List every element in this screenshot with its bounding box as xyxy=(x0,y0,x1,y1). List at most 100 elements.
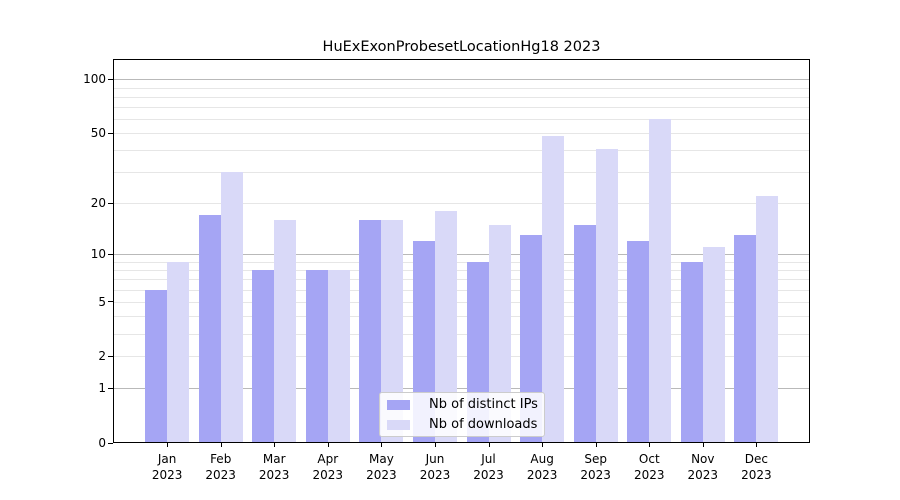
y-tick-label-5: 5 xyxy=(98,294,106,309)
y-tick-label-10: 10 xyxy=(90,247,106,261)
bar-may-downloads xyxy=(381,219,404,443)
bar-sep-distinct-ips xyxy=(573,224,596,443)
x-tick-month: Jul xyxy=(481,452,496,466)
x-tick-month: Sep xyxy=(584,452,607,466)
bar-oct-downloads xyxy=(649,119,672,443)
x-tick-year: 2023 xyxy=(687,468,719,482)
x-tick-month: Feb xyxy=(210,452,232,466)
x-tick-label-apr: Apr 2023 xyxy=(296,451,360,483)
gridline-4 xyxy=(114,316,809,318)
bar-apr-downloads xyxy=(327,269,350,443)
gridline-8 xyxy=(114,269,809,271)
x-tick-year: 2023 xyxy=(526,468,558,482)
x-tick-month: Nov xyxy=(691,452,715,466)
gridline-9 xyxy=(114,261,809,263)
x-tick-label-oct: Oct 2023 xyxy=(617,451,681,483)
x-tick-month: Oct xyxy=(638,452,660,466)
chart-title: HuExExonProbesetLocationHg18 2023 xyxy=(322,39,601,55)
bar-nov-distinct-ips xyxy=(680,261,703,443)
gridline-80 xyxy=(114,96,809,98)
x-tick-label-may: May 2023 xyxy=(349,451,413,483)
x-tick-apr xyxy=(327,443,329,447)
x-tick-jan xyxy=(167,443,169,447)
x-tick-year: 2023 xyxy=(419,468,451,482)
y-tick-20 xyxy=(108,202,113,204)
x-tick-sep xyxy=(595,443,597,447)
bar-aug-downloads xyxy=(542,136,565,443)
y-tick-label-50: 50 xyxy=(90,126,106,141)
y-tick-label-100: 100 xyxy=(83,72,106,87)
x-tick-year: 2023 xyxy=(151,468,183,482)
x-tick-month: Apr xyxy=(317,452,339,466)
x-tick-year: 2023 xyxy=(366,468,397,482)
bar-dec-distinct-ips xyxy=(734,235,757,443)
x-tick-aug xyxy=(542,443,544,447)
gridline-50 xyxy=(114,133,809,135)
bar-dec-downloads xyxy=(756,195,779,443)
gridline-3 xyxy=(114,333,809,335)
x-tick-month: Dec xyxy=(744,452,768,466)
bar-sep-downloads xyxy=(595,148,618,443)
y-tick-2 xyxy=(108,355,113,357)
legend-swatch-distinct-ips xyxy=(387,399,410,410)
x-tick-month: Mar xyxy=(262,452,286,466)
x-tick-oct xyxy=(649,443,651,447)
x-tick-month: Jan xyxy=(157,452,177,466)
x-tick-year: 2023 xyxy=(741,468,772,482)
bar-feb-downloads xyxy=(220,172,243,443)
gridline-90 xyxy=(114,87,809,89)
bar-jul-downloads xyxy=(488,224,511,443)
x-tick-label-feb: Feb 2023 xyxy=(189,451,253,483)
x-tick-jul xyxy=(488,443,490,447)
bar-aug-distinct-ips xyxy=(520,235,543,443)
gridline-40 xyxy=(114,150,809,152)
x-tick-year: 2023 xyxy=(473,468,504,482)
x-tick-year: 2023 xyxy=(258,468,290,482)
x-tick-label-nov: Nov 2023 xyxy=(671,451,735,483)
x-tick-year: 2023 xyxy=(634,468,665,482)
gridline-20 xyxy=(114,203,809,205)
x-tick-year: 2023 xyxy=(205,468,236,482)
gridline-100 xyxy=(114,79,809,81)
x-tick-jun xyxy=(435,443,436,447)
legend-swatch-downloads xyxy=(387,419,410,430)
x-tick-label-jul: Jul 2023 xyxy=(457,451,521,483)
bar-nov-downloads xyxy=(702,247,725,443)
x-tick-mar xyxy=(274,443,276,447)
y-tick-50 xyxy=(108,132,113,134)
legend-item-downloads: Nb of downloads xyxy=(387,415,538,435)
gridline-70 xyxy=(114,107,809,109)
bar-mar-downloads xyxy=(274,219,297,443)
bar-may-distinct-ips xyxy=(359,219,382,443)
x-tick-month: May xyxy=(368,452,394,466)
legend-label-downloads: Nb of downloads xyxy=(429,416,538,432)
x-tick-label-sep: Sep 2023 xyxy=(564,451,628,483)
x-tick-month: Aug xyxy=(530,452,554,466)
gridline-6 xyxy=(114,289,809,291)
x-tick-label-aug: Aug 2023 xyxy=(510,451,574,483)
legend-item-distinct-ips: Nb of distinct IPs xyxy=(387,395,538,415)
gridline-2 xyxy=(114,356,809,358)
gridline-60 xyxy=(114,119,809,121)
bar-jun-downloads xyxy=(435,211,457,443)
gridline-5 xyxy=(114,301,809,303)
x-tick-year: 2023 xyxy=(580,468,611,482)
y-tick-label-2: 2 xyxy=(98,349,106,364)
y-tick-label-0: 0 xyxy=(98,436,106,450)
y-tick-10 xyxy=(108,253,113,255)
gridline-1 xyxy=(114,388,809,390)
x-tick-month: Jun xyxy=(425,452,445,466)
bar-feb-distinct-ips xyxy=(198,215,221,443)
y-tick-label-1: 1 xyxy=(98,381,106,396)
x-tick-label-jun: Jun 2023 xyxy=(403,451,467,483)
x-tick-label-jan: Jan 2023 xyxy=(135,451,199,483)
bar-mar-distinct-ips xyxy=(252,269,275,443)
x-tick-label-dec: Dec 2023 xyxy=(724,451,788,483)
bar-apr-distinct-ips xyxy=(305,269,328,443)
bar-jan-distinct-ips xyxy=(145,289,168,443)
x-tick-year: 2023 xyxy=(312,468,344,482)
x-tick-label-mar: Mar 2023 xyxy=(242,451,306,483)
legend: Nb of distinct IPs Nb of downloads xyxy=(379,392,545,437)
gridline-7 xyxy=(114,279,809,281)
